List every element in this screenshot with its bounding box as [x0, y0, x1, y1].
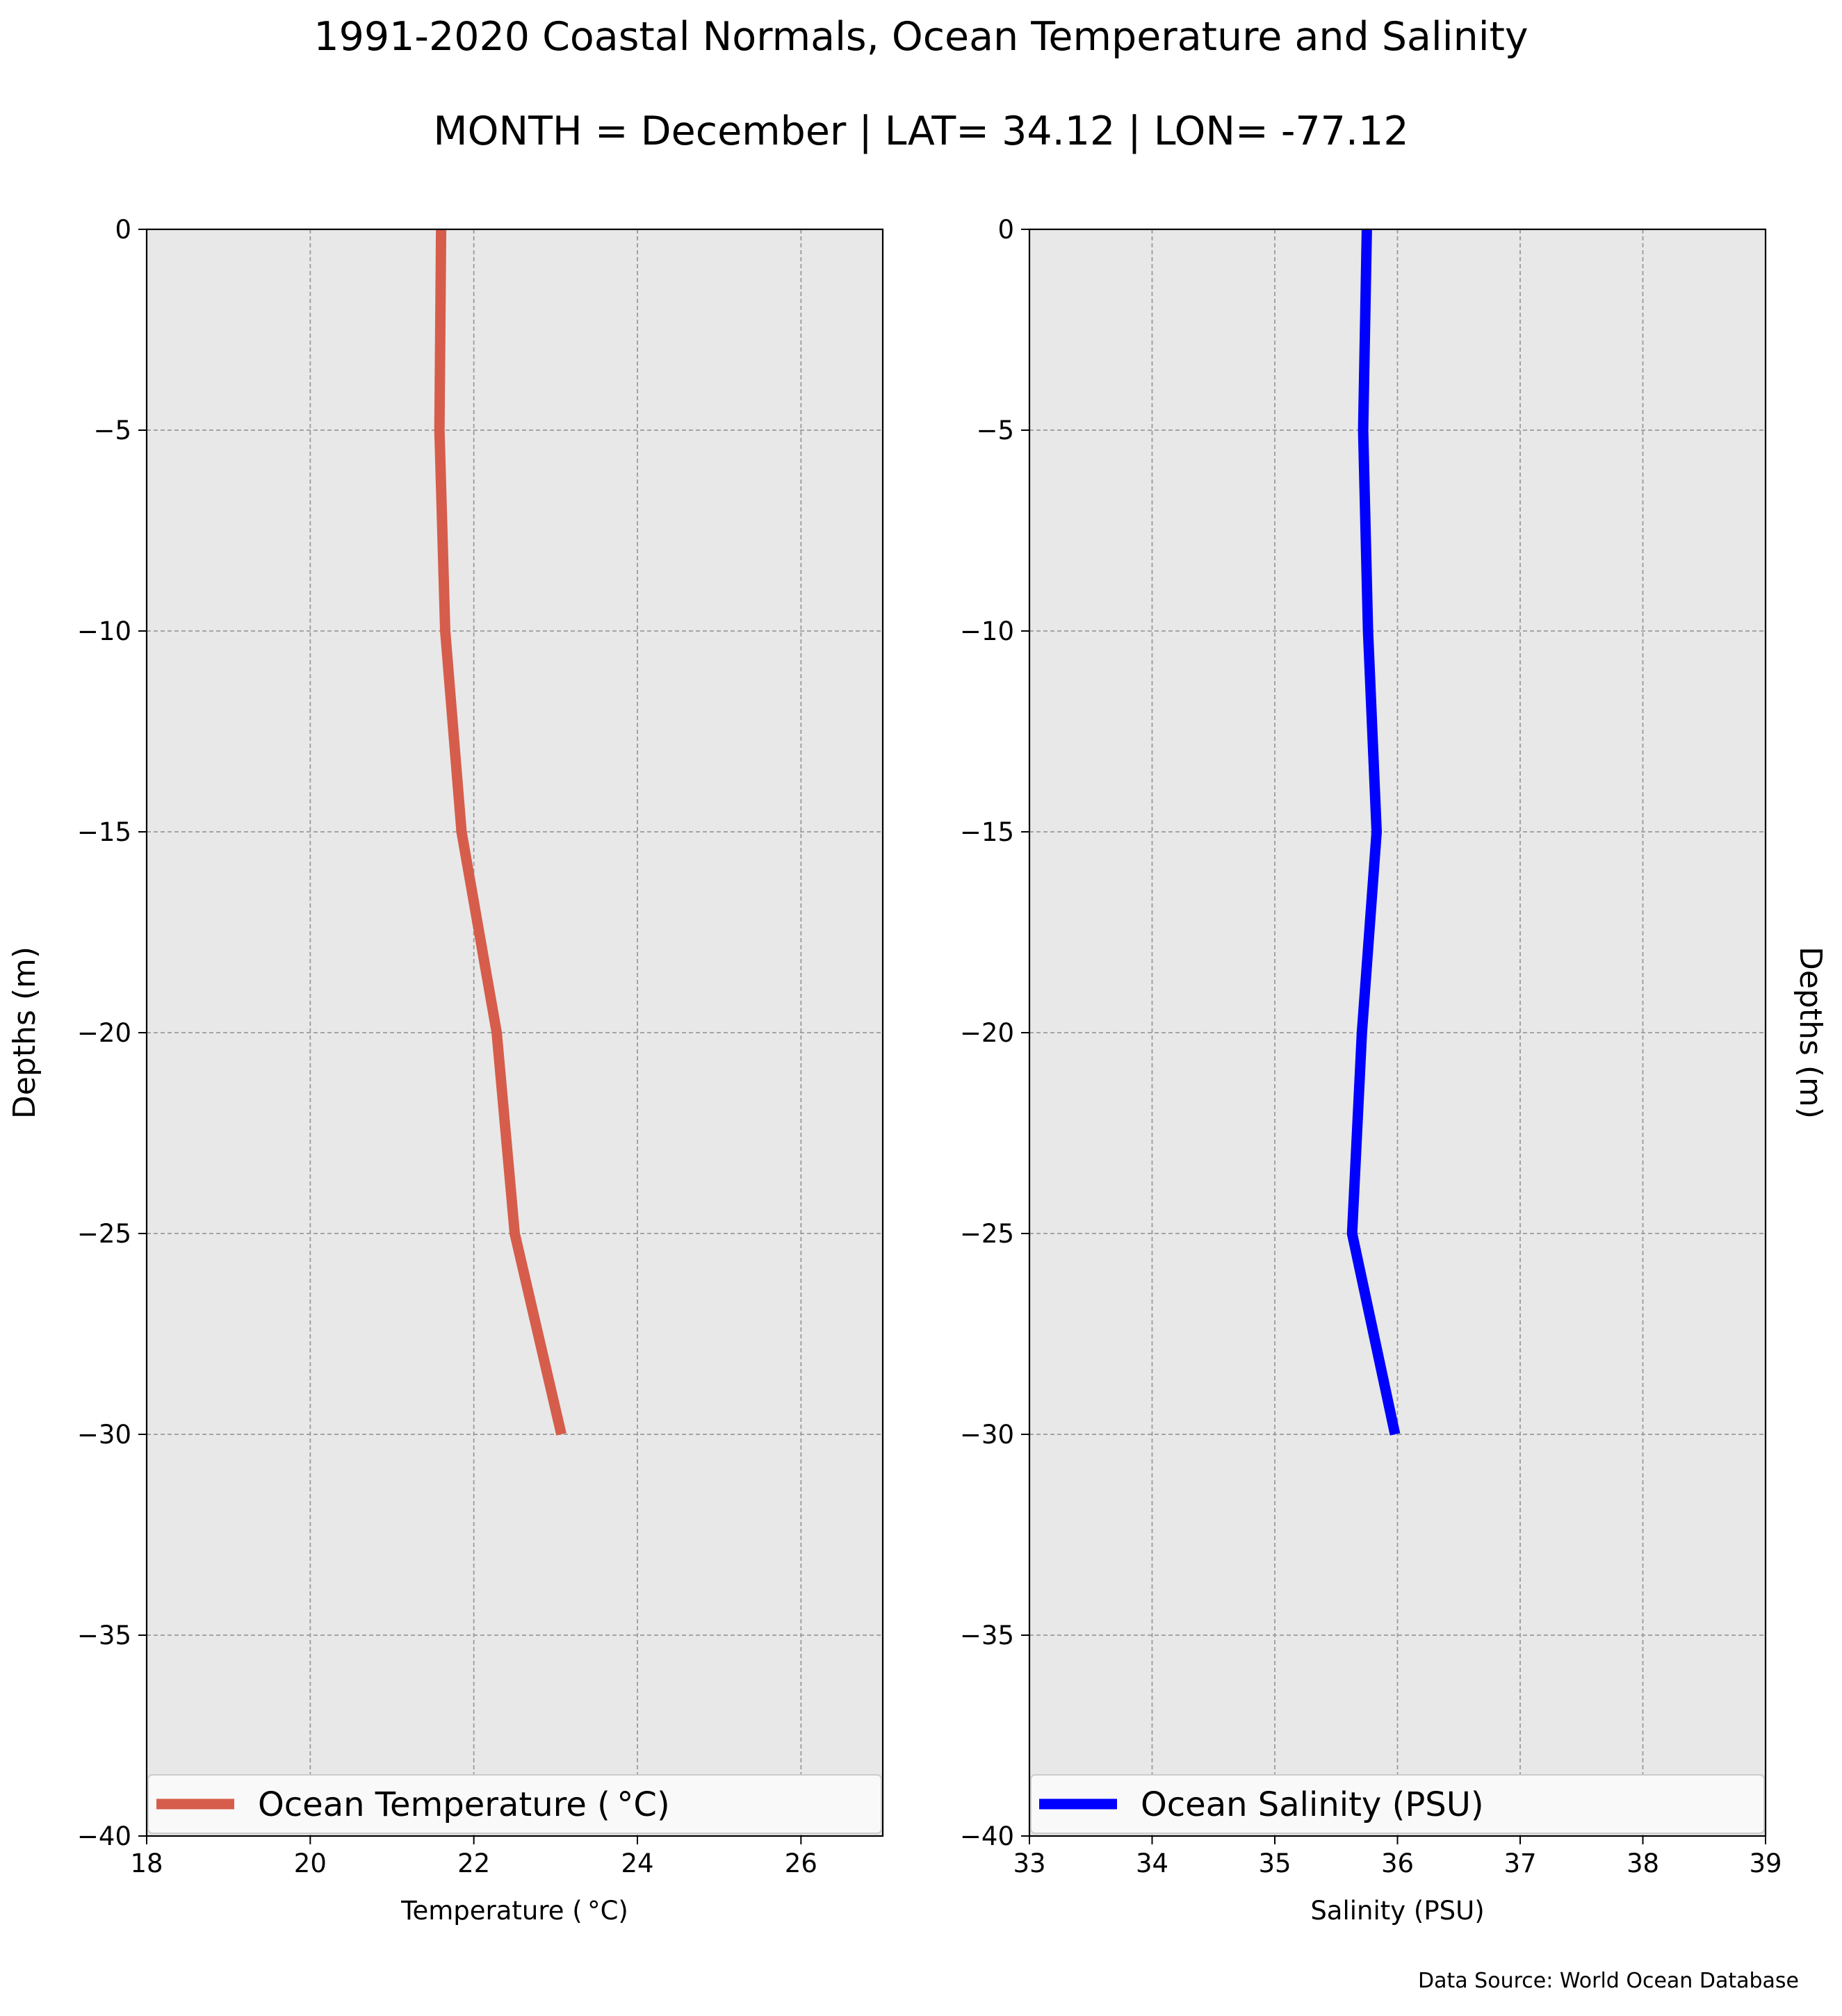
x-tick-label: 24: [621, 1849, 653, 1878]
y-axis-label: Depths (m): [7, 946, 42, 1119]
x-tick-label: 37: [1503, 1849, 1536, 1878]
y-tick-label: −25: [77, 1219, 131, 1249]
x-tick-label: 26: [785, 1849, 817, 1878]
legend-entry: Ocean Temperature ( °C): [258, 1785, 670, 1824]
y-tick-label: −35: [960, 1621, 1014, 1650]
legend-box: [1030, 1774, 1765, 1834]
y-tick-label: −5: [93, 416, 131, 445]
x-tick-label: 33: [1013, 1849, 1045, 1878]
series-line: [1346, 229, 1401, 1436]
temperature-panel: 18 20 22 24 26 0 −5 −10 −15 −20 −25 −30 −35 −40 Temper…: [7, 215, 884, 1926]
legend: Ocean Temperature ( °C): [147, 1774, 882, 1834]
x-tick-label: 36: [1381, 1849, 1414, 1878]
y-tick-label: −20: [960, 1018, 1014, 1048]
figure-subtitle: MONTH = December | LAT= 34.12 | LON= -77…: [433, 108, 1408, 154]
y-tick-label: −10: [960, 616, 1014, 646]
series-line: [434, 229, 567, 1436]
y-tick-label: −30: [960, 1420, 1014, 1450]
y-tick-label: −20: [77, 1018, 131, 1048]
y-tick-label: −40: [960, 1821, 1014, 1851]
x-tick-label: 34: [1136, 1849, 1168, 1878]
data-source-note: Data Source: World Ocean Database: [1418, 1969, 1799, 1993]
figure-title: 1991-2020 Coastal Normals, Ocean Tempera…: [313, 14, 1528, 60]
x-tick-label: 39: [1749, 1849, 1782, 1878]
y-axis-label-right: Depths (m): [1793, 946, 1828, 1119]
y-tick-label: −15: [960, 817, 1014, 847]
y-tick-label: −5: [976, 416, 1014, 445]
y-tick-label: −25: [960, 1219, 1014, 1249]
y-tick-label: 0: [997, 215, 1014, 245]
x-axis-label: Temperature ( °C): [400, 1896, 628, 1926]
y-tick-label: 0: [115, 215, 131, 245]
x-axis-label: Salinity (PSU): [1310, 1896, 1484, 1926]
legend-box: [147, 1774, 882, 1834]
salinity-panel: 33 34 35 36 37 38 39 0 −5 −10 −15 −20 −25 −30 −35 −40 Sa…: [960, 215, 1828, 1926]
x-tick-label: 22: [457, 1849, 490, 1878]
x-tick-label: 20: [294, 1849, 327, 1878]
y-tick-label: −30: [77, 1420, 131, 1450]
y-tick-label: −15: [77, 817, 131, 847]
x-tick-label: 38: [1627, 1849, 1659, 1878]
y-tick-label: −35: [77, 1621, 131, 1650]
y-tick-label: −10: [77, 616, 131, 646]
y-tick-label: −40: [77, 1821, 131, 1851]
x-tick-label: 35: [1258, 1849, 1291, 1878]
legend-entry: Ocean Salinity (PSU): [1141, 1785, 1484, 1824]
x-tick-label: 18: [130, 1849, 163, 1878]
legend: Ocean Salinity (PSU): [1030, 1774, 1765, 1834]
